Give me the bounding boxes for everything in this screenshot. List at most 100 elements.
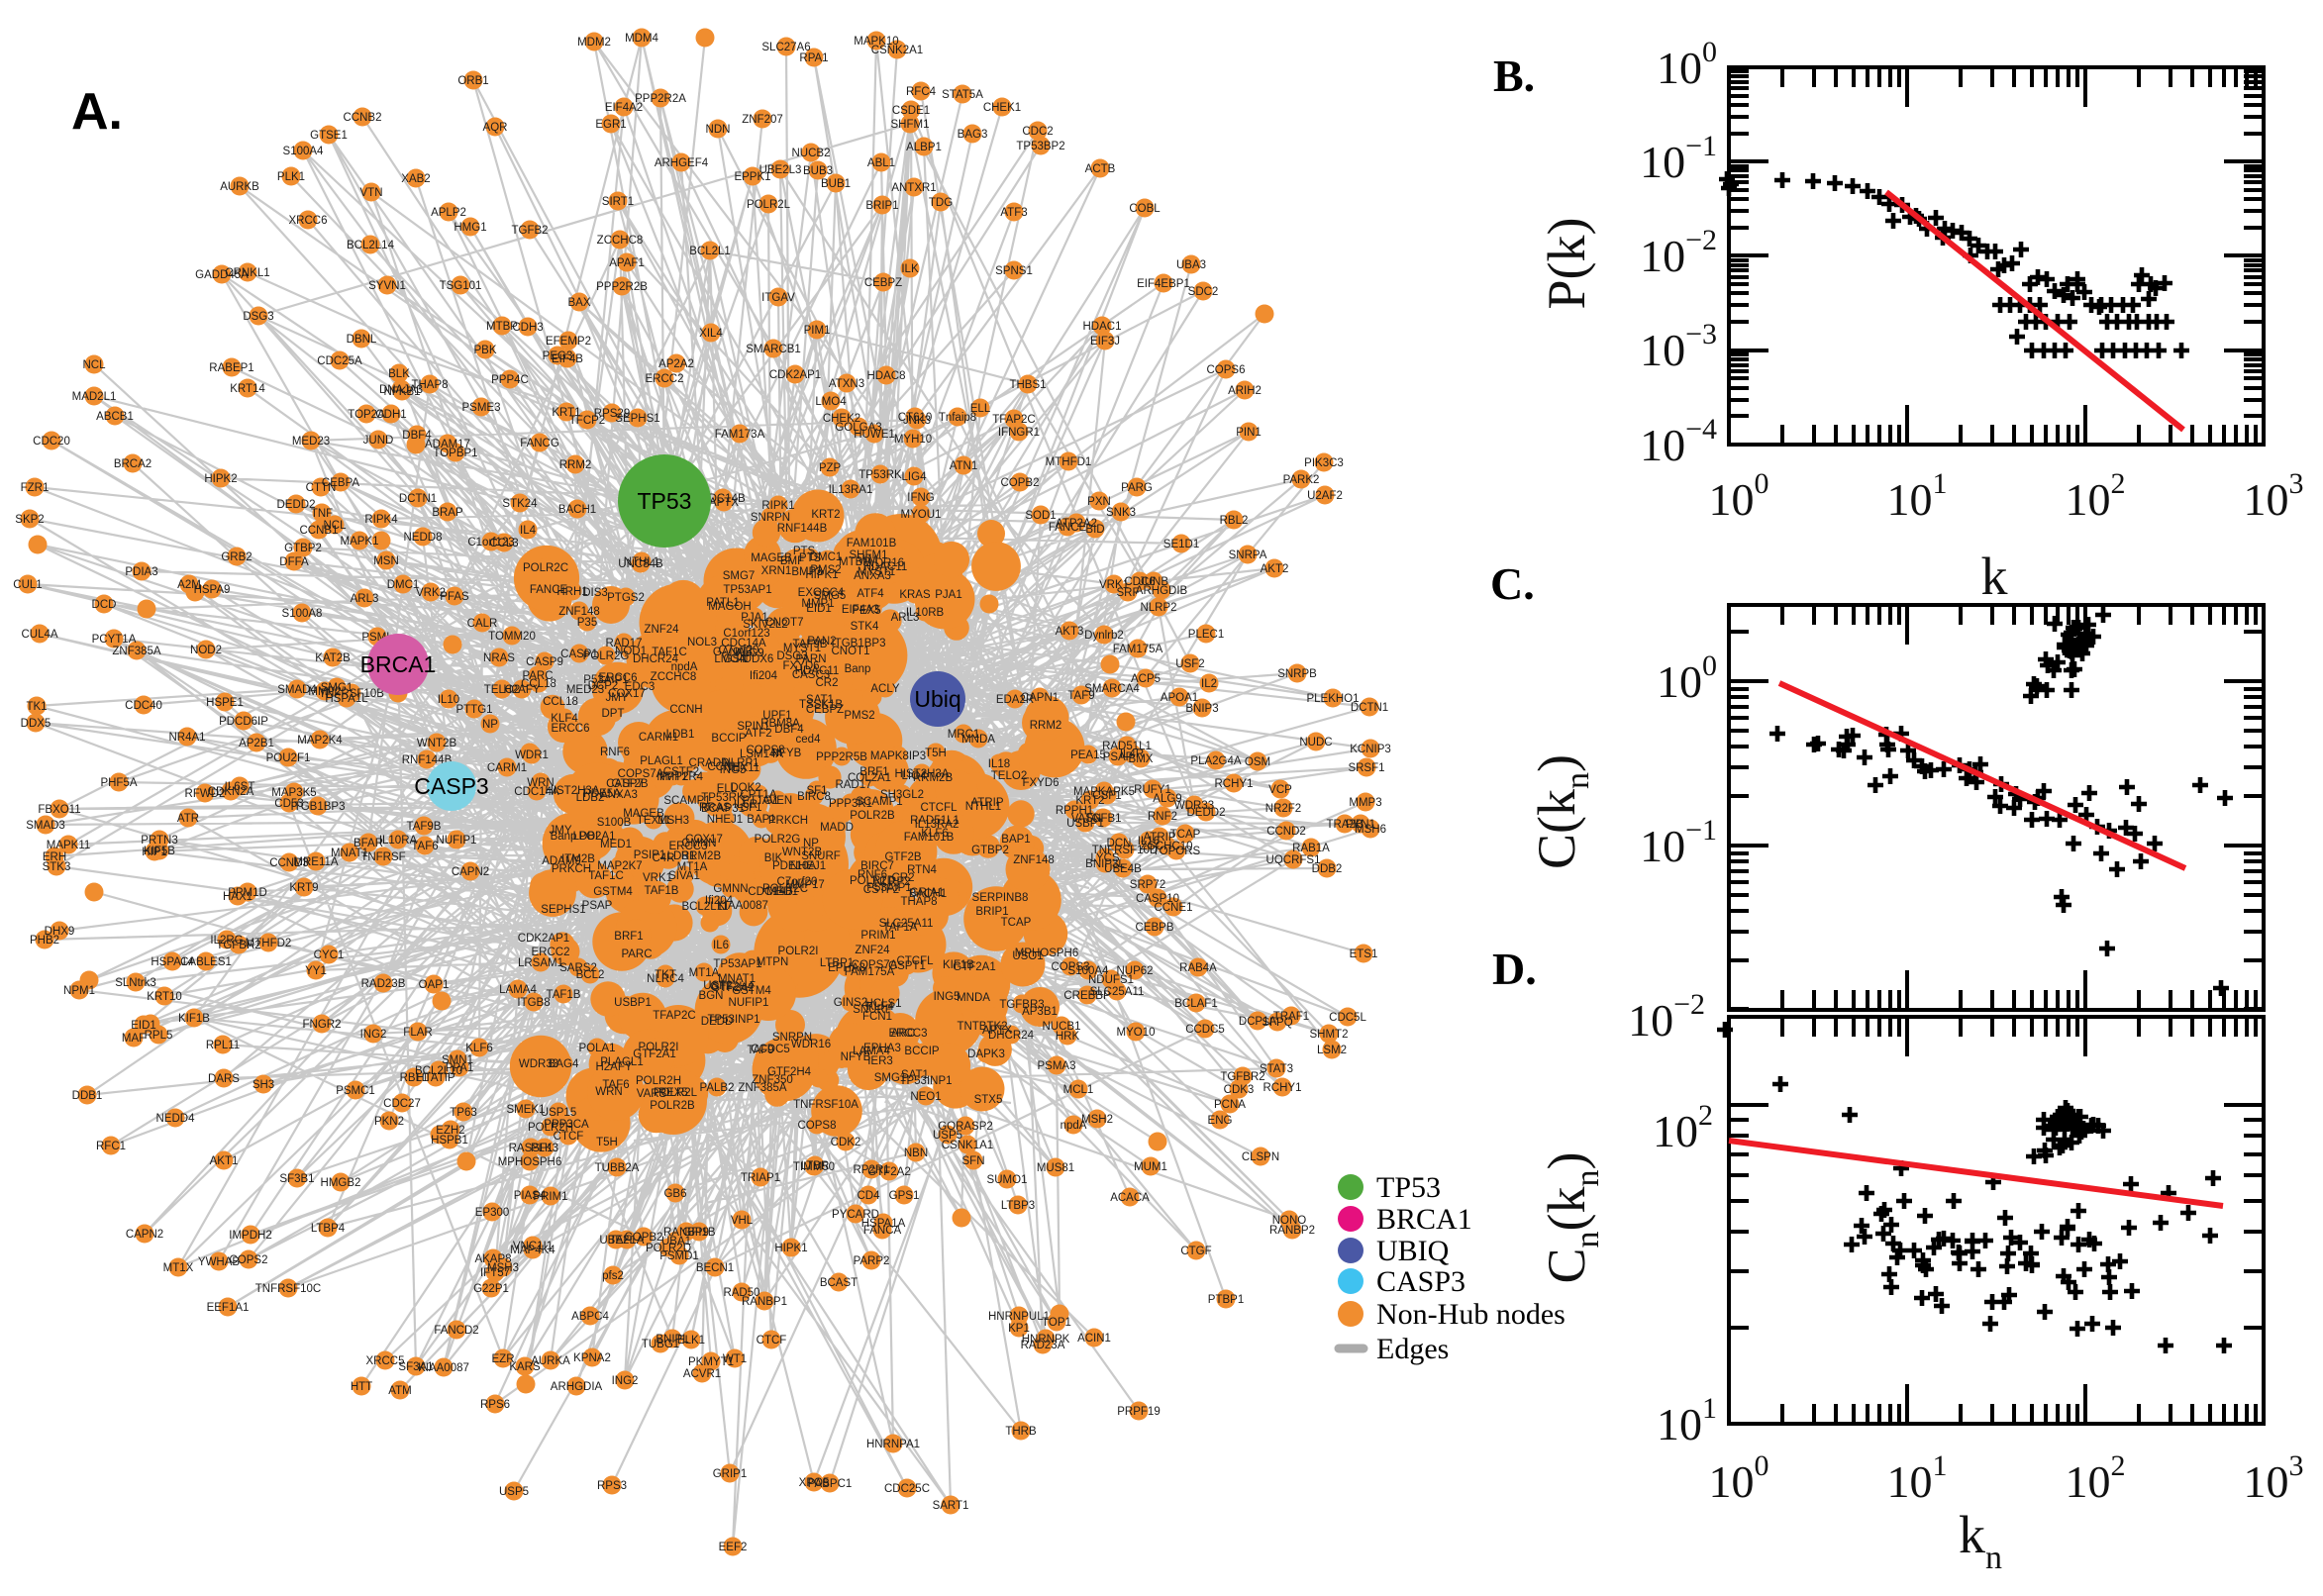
svg-text:IFNG: IFNG <box>907 492 935 504</box>
svg-text:MT1A: MT1A <box>677 861 708 873</box>
svg-text:COPB2: COPB2 <box>625 1232 663 1244</box>
svg-text:DEDD2: DEDD2 <box>277 499 316 511</box>
svg-text:SHMT2: SHMT2 <box>1310 1029 1349 1041</box>
svg-text:TP63: TP63 <box>450 1107 477 1119</box>
svg-text:NUCB2: NUCB2 <box>792 148 831 159</box>
svg-text:T5H: T5H <box>596 1137 618 1148</box>
svg-text:SFN: SFN <box>962 1155 985 1167</box>
svg-text:TOP2A: TOP2A <box>348 409 385 421</box>
svg-text:Tnfaip8: Tnfaip8 <box>939 412 976 424</box>
svg-text:AP2A2: AP2A2 <box>658 358 694 370</box>
svg-text:BAP1: BAP1 <box>747 814 775 826</box>
svg-text:NEDD4: NEDD4 <box>156 1113 196 1125</box>
svg-text:LMO4: LMO4 <box>714 653 746 665</box>
svg-text:CCL3: CCL3 <box>489 538 518 549</box>
svg-text:THAP8: THAP8 <box>411 379 448 391</box>
svg-text:KLF4: KLF4 <box>866 1001 894 1013</box>
svg-text:BAG3: BAG3 <box>958 129 988 141</box>
svg-text:BRAP: BRAP <box>432 507 463 519</box>
svg-text:SAT1: SAT1 <box>806 694 834 706</box>
svg-text:AVEN: AVEN <box>762 795 792 807</box>
svg-text:GRIP1: GRIP1 <box>713 1468 748 1480</box>
svg-text:WDR16: WDR16 <box>791 1039 831 1050</box>
svg-text:POLR2B: POLR2B <box>650 1100 695 1112</box>
svg-text:CTCFL: CTCFL <box>920 802 958 814</box>
svg-text:CARM1: CARM1 <box>487 762 527 774</box>
svg-text:RPS6: RPS6 <box>480 1399 510 1411</box>
svg-text:TNFRSF10B: TNFRSF10B <box>319 688 384 700</box>
svg-text:FAM173A: FAM173A <box>715 429 765 441</box>
svg-text:CASP9: CASP9 <box>526 656 563 668</box>
svg-text:KLF6: KLF6 <box>921 828 949 840</box>
svg-text:10−3: 10−3 <box>1640 318 1717 375</box>
svg-text:ANXA3: ANXA3 <box>854 570 891 582</box>
svg-text:U2AF2: U2AF2 <box>1307 490 1343 502</box>
svg-text:RPA1: RPA1 <box>799 52 828 64</box>
svg-text:LDB2: LDB2 <box>573 831 602 843</box>
svg-text:GOLGA3: GOLGA3 <box>835 422 881 434</box>
svg-text:PPP2R2A: PPP2R2A <box>635 93 686 105</box>
svg-text:DDB1: DDB1 <box>72 1090 103 1102</box>
svg-text:BID: BID <box>1085 524 1104 536</box>
svg-text:SCAMP1: SCAMP1 <box>663 795 710 807</box>
svg-text:TNF: TNF <box>311 508 333 520</box>
svg-text:FXYD6: FXYD6 <box>782 660 819 672</box>
svg-text:HRH1: HRH1 <box>556 586 587 598</box>
svg-text:UBE2L3: UBE2L3 <box>759 164 802 176</box>
svg-text:101: 101 <box>1887 1449 1948 1507</box>
svg-text:SF3B1: SF3B1 <box>279 1173 314 1185</box>
svg-text:ELK1: ELK1 <box>677 1335 705 1347</box>
svg-text:PIN1: PIN1 <box>1236 427 1262 439</box>
svg-text:C1orf123: C1orf123 <box>723 628 769 640</box>
svg-text:KRT9: KRT9 <box>289 882 318 894</box>
svg-text:HIPK2: HIPK2 <box>204 473 237 485</box>
svg-text:COPS2: COPS2 <box>230 1254 268 1266</box>
svg-text:FLAR: FLAR <box>403 1027 432 1039</box>
svg-text:SAT1: SAT1 <box>901 1069 929 1081</box>
svg-text:PCNA: PCNA <box>1214 1099 1246 1111</box>
svg-text:GANAB: GANAB <box>713 647 754 658</box>
svg-text:RBL1: RBL1 <box>400 1072 429 1084</box>
svg-text:AP2B1: AP2B1 <box>239 738 274 749</box>
svg-text:BRCA1: BRCA1 <box>360 651 437 677</box>
svg-text:RAD51L1: RAD51L1 <box>910 815 960 827</box>
svg-text:BAP1: BAP1 <box>1001 834 1030 846</box>
svg-text:P53AIP1: P53AIP1 <box>583 674 628 686</box>
svg-text:PRIM1: PRIM1 <box>533 1191 567 1203</box>
svg-text:TP53AP1: TP53AP1 <box>713 958 761 970</box>
svg-text:DCN: DCN <box>1107 838 1132 849</box>
svg-text:AKT2: AKT2 <box>1261 563 1289 575</box>
svg-text:DBF4: DBF4 <box>774 724 804 736</box>
svg-text:RRM2: RRM2 <box>559 459 592 471</box>
svg-text:RABEP1: RABEP1 <box>209 362 253 374</box>
svg-text:BCL2L11: BCL2L11 <box>681 901 728 913</box>
svg-text:GFI1B: GFI1B <box>682 1227 716 1239</box>
svg-text:FXYD6: FXYD6 <box>1022 777 1059 789</box>
svg-text:MAPK8IP3: MAPK8IP3 <box>870 750 926 762</box>
svg-text:NR4A1: NR4A1 <box>168 732 205 744</box>
svg-text:PKN2: PKN2 <box>374 1116 404 1128</box>
svg-text:BAX: BAX <box>567 297 590 309</box>
svg-text:GPS1: GPS1 <box>889 1190 920 1202</box>
svg-text:TAF6: TAF6 <box>411 841 438 852</box>
svg-text:NR2F2: NR2F2 <box>1265 803 1301 815</box>
svg-text:CTGF: CTGF <box>1180 1246 1211 1257</box>
svg-text:NFKB1: NFKB1 <box>383 386 420 398</box>
svg-text:RAD50: RAD50 <box>723 1287 759 1299</box>
svg-text:PDCD6IP: PDCD6IP <box>219 716 268 728</box>
svg-text:ZCCHC10: ZCCHC10 <box>1140 841 1192 852</box>
svg-text:APTX: APTX <box>709 497 739 509</box>
svg-text:XRN1: XRN1 <box>761 565 792 577</box>
svg-text:USBP1: USBP1 <box>614 997 652 1009</box>
svg-text:10−1: 10−1 <box>1640 814 1717 871</box>
svg-text:MDM4: MDM4 <box>625 33 658 45</box>
svg-text:COPS8: COPS8 <box>747 745 785 756</box>
svg-text:ALG9: ALG9 <box>1153 793 1181 805</box>
svg-text:ERCC6: ERCC6 <box>599 672 638 684</box>
svg-text:RAB1A: RAB1A <box>1292 843 1330 854</box>
svg-text:DCP1A: DCP1A <box>1239 1016 1277 1028</box>
svg-text:CASP3: CASP3 <box>414 773 488 799</box>
svg-text:POLR2I: POLR2I <box>778 946 819 957</box>
svg-text:COPB2: COPB2 <box>1001 477 1040 489</box>
svg-text:FBXO11: FBXO11 <box>38 804 80 816</box>
